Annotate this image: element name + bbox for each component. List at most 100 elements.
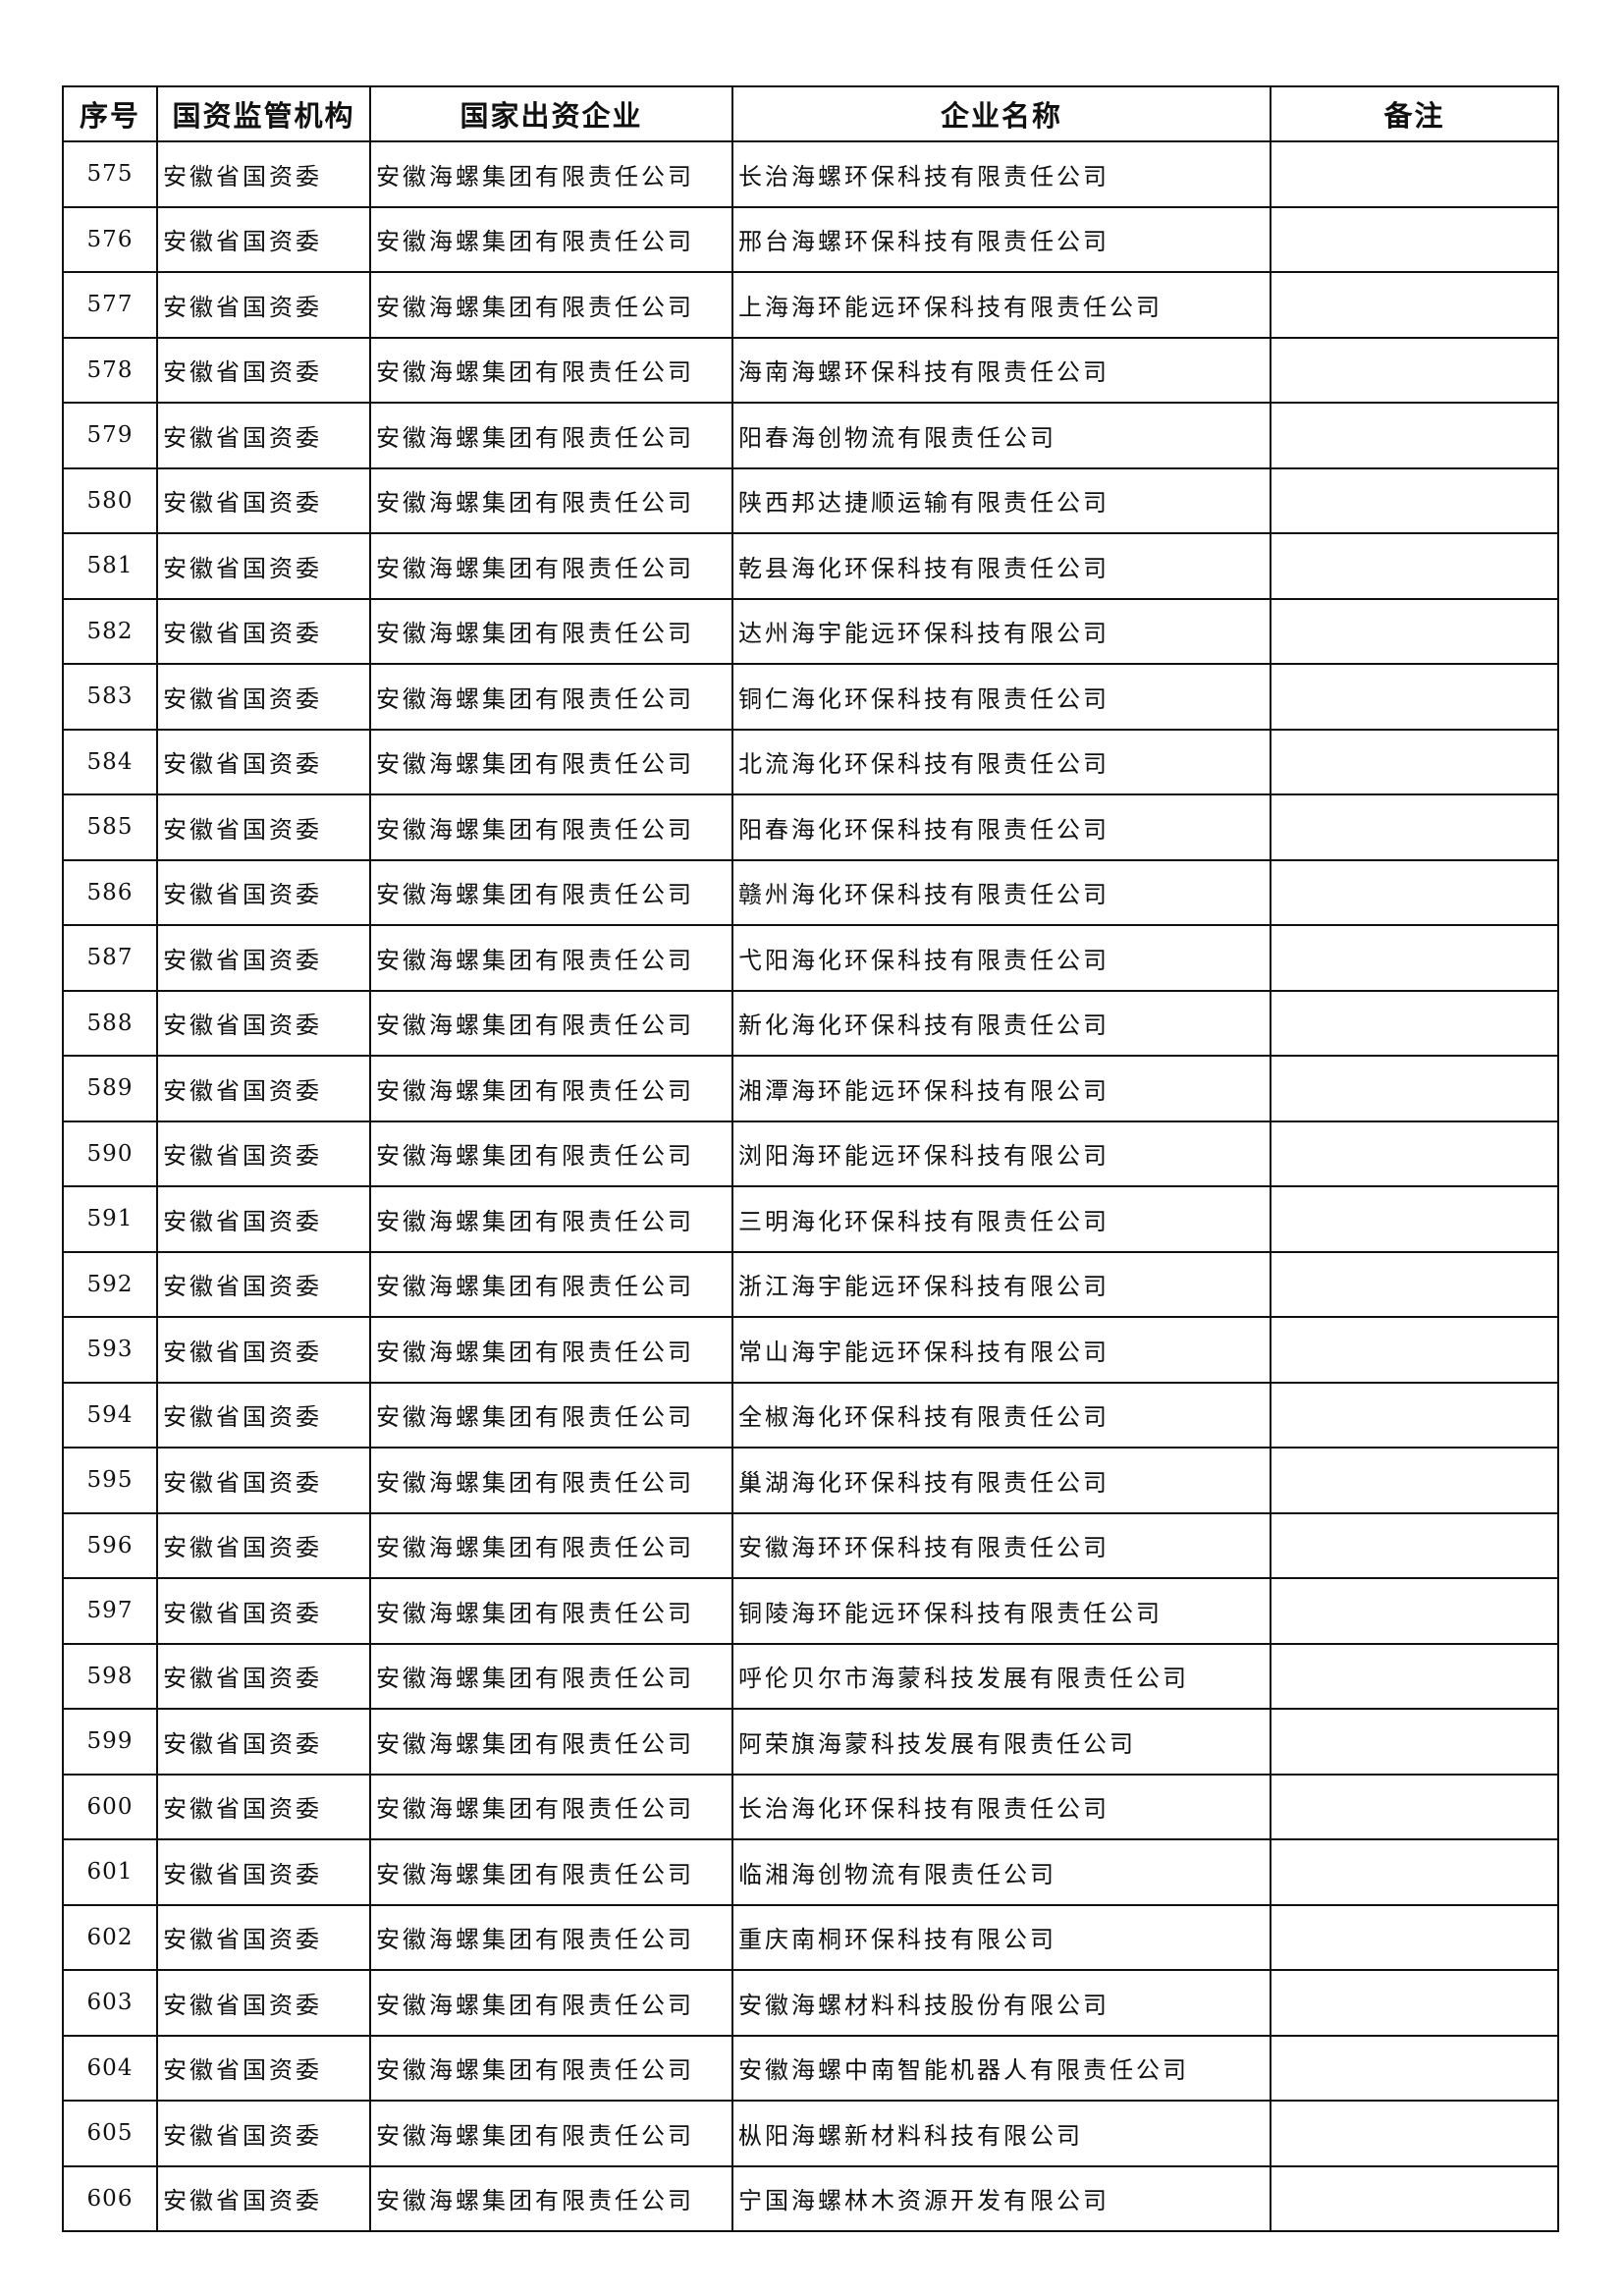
header-serial: 序号 — [62, 85, 158, 142]
table-row: 588 安徽省国资委 安徽海螺集团有限责任公司 新化海化环保科技有限责任公司 — [62, 989, 1559, 1057]
company-cell: 浙江海宇能远环保科技有限公司 — [731, 1250, 1271, 1318]
table-row: 578 安徽省国资委 安徽海螺集团有限责任公司 海南海螺环保科技有限责任公司 — [62, 336, 1559, 404]
table-row: 599 安徽省国资委 安徽海螺集团有限责任公司 阿荣旗海蒙科技发展有限责任公司 — [62, 1708, 1559, 1776]
note-cell — [1270, 1055, 1559, 1122]
investor-cell: 安徽海螺集团有限责任公司 — [369, 1316, 733, 1384]
company-cell: 临湘海创物流有限责任公司 — [731, 1838, 1271, 1906]
table-row: 593 安徽省国资委 安徽海螺集团有限责任公司 常山海宇能远环保科技有限公司 — [62, 1316, 1559, 1384]
note-cell — [1270, 205, 1559, 273]
investor-cell: 安徽海螺集团有限责任公司 — [369, 1250, 733, 1318]
note-cell — [1270, 2164, 1559, 2232]
note-cell — [1270, 402, 1559, 469]
company-cell: 湘潭海环能远环保科技有限公司 — [731, 1055, 1271, 1122]
regulator-cell: 安徽省国资委 — [156, 1577, 371, 1645]
serial-cell: 597 — [62, 1577, 158, 1645]
serial-cell: 582 — [62, 597, 158, 665]
investor-cell: 安徽海螺集团有限责任公司 — [369, 532, 733, 600]
table-row: 600 安徽省国资委 安徽海螺集团有限责任公司 长治海化环保科技有限责任公司 — [62, 1773, 1559, 1840]
company-cell: 枞阳海螺新材料科技有限公司 — [731, 2100, 1271, 2167]
table-row: 595 安徽省国资委 安徽海螺集团有限责任公司 巢湖海化环保科技有限责任公司 — [62, 1447, 1559, 1514]
table-row: 582 安徽省国资委 安徽海螺集团有限责任公司 达州海宇能远环保科技有限公司 — [62, 597, 1559, 665]
company-cell: 阳春海创物流有限责任公司 — [731, 402, 1271, 469]
company-cell: 弋阳海化环保科技有限责任公司 — [731, 924, 1271, 992]
note-cell — [1270, 1969, 1559, 2037]
serial-cell: 596 — [62, 1511, 158, 1579]
regulator-cell: 安徽省国资委 — [156, 1708, 371, 1776]
header-regulator: 国资监管机构 — [156, 85, 371, 142]
company-cell: 铜陵海环能远环保科技有限责任公司 — [731, 1577, 1271, 1645]
note-cell — [1270, 597, 1559, 665]
note-cell — [1270, 1903, 1559, 1971]
company-cell: 常山海宇能远环保科技有限公司 — [731, 1316, 1271, 1384]
regulator-cell: 安徽省国资委 — [156, 1250, 371, 1318]
company-cell: 三明海化环保科技有限责任公司 — [731, 1185, 1271, 1253]
company-cell: 阳春海化环保科技有限责任公司 — [731, 793, 1271, 861]
table-row: 587 安徽省国资委 安徽海螺集团有限责任公司 弋阳海化环保科技有限责任公司 — [62, 924, 1559, 992]
note-cell — [1270, 1838, 1559, 1906]
table-row: 575 安徽省国资委 安徽海螺集团有限责任公司 长治海螺环保科技有限责任公司 — [62, 140, 1559, 208]
regulator-cell: 安徽省国资委 — [156, 728, 371, 795]
table-row: 602 安徽省国资委 安徽海螺集团有限责任公司 重庆南桐环保科技有限公司 — [62, 1903, 1559, 1971]
table-row: 604 安徽省国资委 安徽海螺集团有限责任公司 安徽海螺中南智能机器人有限责任公司 — [62, 2034, 1559, 2102]
serial-cell: 598 — [62, 1642, 158, 1710]
serial-cell: 589 — [62, 1055, 158, 1122]
investor-cell: 安徽海螺集团有限责任公司 — [369, 1185, 733, 1253]
regulator-cell: 安徽省国资委 — [156, 532, 371, 600]
serial-cell: 604 — [62, 2034, 158, 2102]
table-row: 585 安徽省国资委 安徽海螺集团有限责任公司 阳春海化环保科技有限责任公司 — [62, 793, 1559, 861]
investor-cell: 安徽海螺集团有限责任公司 — [369, 1120, 733, 1187]
table-row: 606 安徽省国资委 安徽海螺集团有限责任公司 宁国海螺林木资源开发有限公司 — [62, 2164, 1559, 2232]
table-row: 603 安徽省国资委 安徽海螺集团有限责任公司 安徽海螺材料科技股份有限公司 — [62, 1969, 1559, 2037]
regulator-cell: 安徽省国资委 — [156, 793, 371, 861]
investor-cell: 安徽海螺集团有限责任公司 — [369, 1055, 733, 1122]
table-row: 605 安徽省国资委 安徽海螺集团有限责任公司 枞阳海螺新材料科技有限公司 — [62, 2100, 1559, 2167]
table-row: 590 安徽省国资委 安徽海螺集团有限责任公司 浏阳海环能远环保科技有限公司 — [62, 1120, 1559, 1187]
table-row: 580 安徽省国资委 安徽海螺集团有限责任公司 陕西邦达捷顺运输有限责任公司 — [62, 466, 1559, 534]
investor-cell: 安徽海螺集团有限责任公司 — [369, 793, 733, 861]
company-cell: 重庆南桐环保科技有限公司 — [731, 1903, 1271, 1971]
regulator-cell: 安徽省国资委 — [156, 140, 371, 208]
regulator-cell: 安徽省国资委 — [156, 1642, 371, 1710]
company-cell: 达州海宇能远环保科技有限公司 — [731, 597, 1271, 665]
serial-cell: 583 — [62, 663, 158, 731]
note-cell — [1270, 989, 1559, 1057]
table-row: 581 安徽省国资委 安徽海螺集团有限责任公司 乾县海化环保科技有限责任公司 — [62, 532, 1559, 600]
investor-cell: 安徽海螺集团有限责任公司 — [369, 1838, 733, 1906]
serial-cell: 595 — [62, 1447, 158, 1514]
note-cell — [1270, 728, 1559, 795]
note-cell — [1270, 1316, 1559, 1384]
note-cell — [1270, 271, 1559, 339]
regulator-cell: 安徽省国资委 — [156, 1903, 371, 1971]
table-header-row: 序号 国资监管机构 国家出资企业 企业名称 备注 — [62, 85, 1559, 142]
header-company: 企业名称 — [731, 85, 1271, 142]
investor-cell: 安徽海螺集团有限责任公司 — [369, 924, 733, 992]
regulator-cell: 安徽省国资委 — [156, 1185, 371, 1253]
serial-cell: 592 — [62, 1250, 158, 1318]
table-body: 575 安徽省国资委 安徽海螺集团有限责任公司 长治海螺环保科技有限责任公司 576 安徽… — [62, 140, 1559, 2232]
table-row: 577 安徽省国资委 安徽海螺集团有限责任公司 上海海环能远环保科技有限责任公司 — [62, 271, 1559, 339]
investor-cell: 安徽海螺集团有限责任公司 — [369, 1381, 733, 1449]
serial-cell: 603 — [62, 1969, 158, 2037]
table-row: 576 安徽省国资委 安徽海螺集团有限责任公司 邢台海螺环保科技有限责任公司 — [62, 205, 1559, 273]
company-cell: 巢湖海化环保科技有限责任公司 — [731, 1447, 1271, 1514]
serial-cell: 581 — [62, 532, 158, 600]
regulator-cell: 安徽省国资委 — [156, 336, 371, 404]
company-cell: 宁国海螺林木资源开发有限公司 — [731, 2164, 1271, 2232]
serial-cell: 593 — [62, 1316, 158, 1384]
investor-cell: 安徽海螺集团有限责任公司 — [369, 1903, 733, 1971]
regulator-cell: 安徽省国资委 — [156, 2164, 371, 2232]
regulator-cell: 安徽省国资委 — [156, 205, 371, 273]
regulator-cell: 安徽省国资委 — [156, 1838, 371, 1906]
note-cell — [1270, 140, 1559, 208]
regulator-cell: 安徽省国资委 — [156, 989, 371, 1057]
note-cell — [1270, 1447, 1559, 1514]
serial-cell: 590 — [62, 1120, 158, 1187]
note-cell — [1270, 1250, 1559, 1318]
regulator-cell: 安徽省国资委 — [156, 1511, 371, 1579]
note-cell — [1270, 1381, 1559, 1449]
company-cell: 阿荣旗海蒙科技发展有限责任公司 — [731, 1708, 1271, 1776]
regulator-cell: 安徽省国资委 — [156, 597, 371, 665]
serial-cell: 585 — [62, 793, 158, 861]
enterprise-table: 序号 国资监管机构 国家出资企业 企业名称 备注 575 安徽省国资委 安徽海螺集团… — [62, 85, 1559, 2232]
company-cell: 陕西邦达捷顺运输有限责任公司 — [731, 466, 1271, 534]
